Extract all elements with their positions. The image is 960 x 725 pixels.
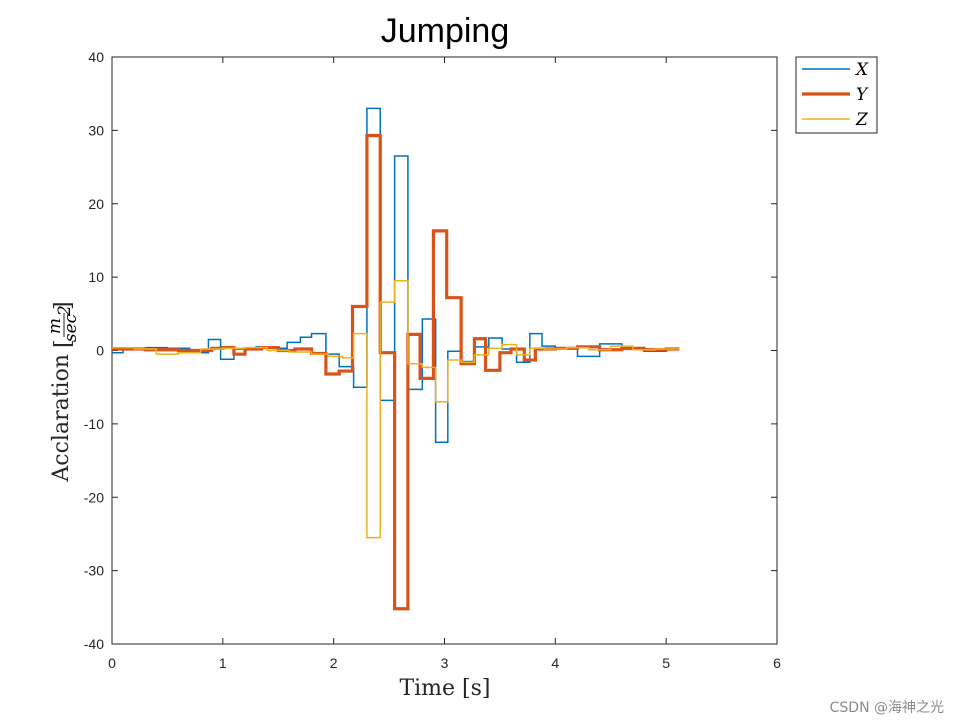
y-tick-label: 20 <box>88 196 104 212</box>
y-tick-label: -30 <box>84 563 104 579</box>
y-axis-label-text: Acclaration <box>49 354 74 483</box>
series-line-x <box>112 107 680 443</box>
x-tick-label: 6 <box>773 655 781 671</box>
y-tick-label: 40 <box>88 49 104 65</box>
x-tick-label: 5 <box>662 655 670 671</box>
x-tick-label: 1 <box>219 655 227 671</box>
axis-ticks: 0 1 2 3 4 5 6 -40 -30 -20 -10 0 10 20 30 40 <box>84 49 781 671</box>
x-tick-label: 2 <box>330 655 338 671</box>
y-axis-label-bracket-close: ] <box>51 301 76 310</box>
legend-label-y: Y <box>856 85 869 105</box>
y-axis-label-denominator: sec <box>61 313 81 342</box>
legend-label-x: X <box>854 60 869 80</box>
chart-title: Jumping <box>381 12 510 50</box>
y-tick-label: 30 <box>88 122 104 138</box>
series-line-z <box>112 280 680 539</box>
series-lines <box>112 107 680 611</box>
x-tick-label: 0 <box>108 655 116 671</box>
x-tick-label: 4 <box>551 655 559 671</box>
y-axis-label: Acclaration [ m sec 2 ] <box>45 301 81 482</box>
x-axis-label: Time [s] <box>399 676 490 701</box>
legend-label-z: Z <box>855 110 869 130</box>
y-tick-label: 0 <box>96 343 104 359</box>
y-axis-label-numerator: m <box>45 318 65 334</box>
y-tick-label: 10 <box>88 269 104 285</box>
x-tick-label: 3 <box>441 655 449 671</box>
y-axis-label-exponent: 2 <box>55 305 75 317</box>
y-tick-label: -40 <box>84 636 104 652</box>
y-tick-label: -10 <box>84 416 104 432</box>
watermark: CSDN @海神之光 <box>829 700 944 716</box>
legend: XYZ <box>795 56 878 134</box>
y-axis-label-bracket-open: [ <box>51 339 76 348</box>
y-tick-label: -20 <box>84 489 104 505</box>
